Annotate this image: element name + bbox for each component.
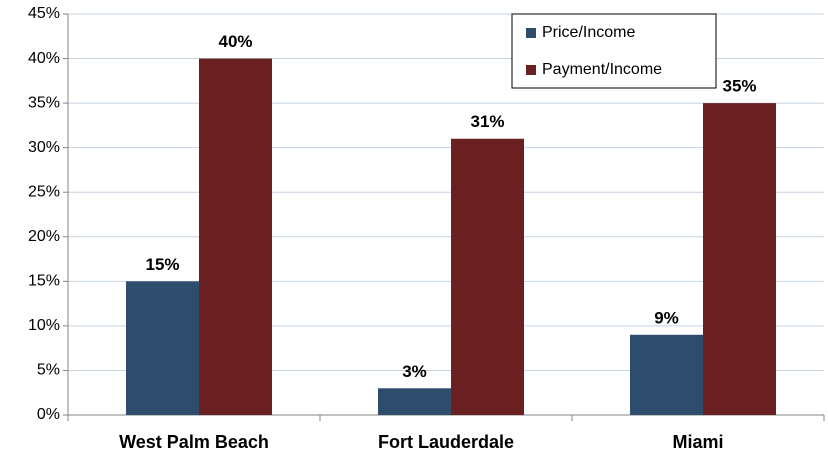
y-tick-label: 35%: [28, 94, 60, 111]
bar: [703, 103, 776, 415]
y-tick-label: 40%: [28, 50, 60, 67]
value-label: 9%: [654, 308, 679, 327]
value-label: 31%: [470, 112, 504, 131]
value-label: 40%: [218, 32, 252, 51]
legend-label: Payment/Income: [542, 61, 662, 78]
y-tick-label: 30%: [28, 139, 60, 156]
legend-swatch: [526, 28, 536, 38]
y-tick-label: 25%: [28, 183, 60, 200]
bar: [378, 388, 451, 415]
legend-box: [511, 13, 717, 89]
y-tick-label: 0%: [37, 406, 60, 423]
y-tick-label: 20%: [28, 228, 60, 245]
bar: [630, 334, 703, 415]
bar: [451, 138, 524, 415]
bar: [126, 281, 199, 415]
y-tick-label: 15%: [28, 273, 60, 290]
y-tick-label: 5%: [37, 362, 60, 379]
value-label: 15%: [145, 255, 179, 274]
y-tick-label: 10%: [28, 317, 60, 334]
x-tick-label: Fort Lauderdale: [378, 432, 514, 452]
x-tick-label: Miami: [672, 432, 723, 452]
legend-label: Price/Income: [542, 24, 635, 41]
legend-swatch: [526, 65, 536, 75]
y-tick-label: 45%: [28, 5, 60, 22]
value-label: 35%: [722, 77, 756, 96]
value-label: 3%: [402, 362, 427, 381]
bar: [199, 58, 272, 416]
x-tick-label: West Palm Beach: [119, 432, 269, 452]
